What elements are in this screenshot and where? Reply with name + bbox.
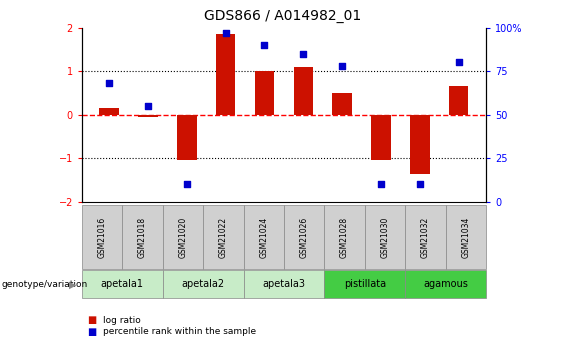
Bar [410,115,429,174]
Text: GSM21022: GSM21022 [219,217,228,258]
Bar [177,115,197,160]
Text: pistillata: pistillata [344,279,386,289]
Bar [216,34,236,115]
Text: ■: ■ [88,315,97,325]
Text: GSM21034: GSM21034 [461,217,470,258]
Bar [449,86,468,115]
Text: GSM21032: GSM21032 [421,217,430,258]
Point [144,103,153,109]
Text: agamous: agamous [423,279,468,289]
Text: GDS866 / A014982_01: GDS866 / A014982_01 [204,9,361,23]
Text: GSM21016: GSM21016 [98,217,107,258]
Point [454,60,463,65]
Point [105,81,114,86]
Point [260,42,269,48]
Text: genotype/variation: genotype/variation [1,280,88,289]
Bar [255,71,274,115]
Bar [99,108,119,115]
Text: GSM21024: GSM21024 [259,217,268,258]
Bar [332,93,352,115]
Point [299,51,308,57]
Point [338,63,347,69]
Text: GSM21028: GSM21028 [340,217,349,258]
Text: ▶: ▶ [68,279,76,289]
Text: GSM21030: GSM21030 [380,217,389,258]
Text: percentile rank within the sample: percentile rank within the sample [103,327,257,336]
Point [221,30,230,36]
Text: GSM21018: GSM21018 [138,217,147,258]
Text: apetala1: apetala1 [101,279,144,289]
Text: log ratio: log ratio [103,316,141,325]
Text: GSM21026: GSM21026 [299,217,308,258]
Text: apetala3: apetala3 [262,279,306,289]
Bar [138,115,158,117]
Text: apetala2: apetala2 [181,279,225,289]
Bar [294,67,313,115]
Text: GSM21020: GSM21020 [179,217,188,258]
Text: ■: ■ [88,327,97,337]
Point [182,182,192,187]
Point [415,182,424,187]
Point [376,182,385,187]
Bar [371,115,391,160]
